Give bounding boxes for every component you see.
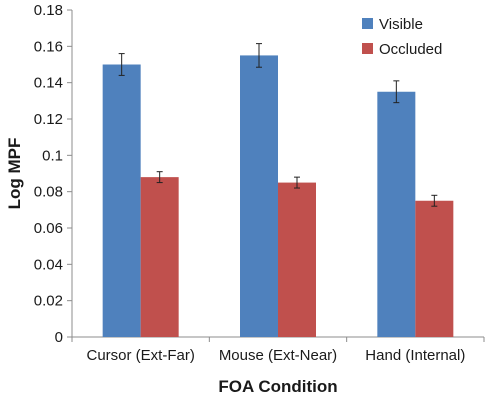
- error-bar: [393, 80, 400, 104]
- error-bar: [256, 43, 262, 68]
- x-category-label: Hand (Internal): [365, 347, 465, 364]
- bar-visible-1: [240, 55, 278, 338]
- y-tick-label: 0.18: [34, 2, 63, 19]
- legend-item: Visible: [362, 16, 423, 33]
- y-tick-label: 0.02: [34, 293, 63, 310]
- bar-series: [102, 43, 454, 338]
- legend-label: Occluded: [379, 41, 442, 58]
- x-axis-title: FOA Condition: [218, 377, 337, 396]
- bar-occluded-0: [140, 177, 179, 337]
- bar-visible-0: [102, 64, 141, 337]
- bar-visible-2: [377, 91, 416, 337]
- bar-occluded-2: [415, 200, 454, 337]
- y-tick-label: 0.12: [34, 111, 63, 128]
- error-bar: [156, 171, 163, 184]
- y-tick-label: 0.1: [42, 147, 63, 164]
- x-category-label: Mouse (Ext-Near): [219, 347, 337, 364]
- legend-item: Occluded: [362, 41, 442, 58]
- legend-swatch: [362, 18, 373, 29]
- x-category-label: Cursor (Ext-Far): [86, 347, 194, 364]
- error-bar: [431, 194, 438, 207]
- y-tick-label: 0.04: [34, 256, 63, 273]
- y-tick-label: 0.16: [34, 38, 63, 55]
- y-tick-label: 0.14: [34, 75, 63, 92]
- x-axis-ticks: [71, 337, 485, 342]
- y-axis-title: Log MPF: [5, 138, 24, 210]
- legend-swatch: [362, 43, 373, 54]
- y-tick-label: 0.06: [34, 220, 63, 237]
- legend: Visible Occluded: [362, 16, 442, 58]
- legend-label: Visible: [379, 16, 423, 33]
- x-axis-category-labels: Cursor (Ext-Far) Mouse (Ext-Near) Hand (In…: [86, 347, 465, 364]
- error-bar: [294, 176, 300, 189]
- y-tick-label: 0: [55, 329, 63, 346]
- y-axis-ticks: 0 0.02 0.04 0.06 0.08 0.1 0.12 0.14 0.16 0.18: [34, 2, 72, 346]
- error-bar: [118, 53, 125, 76]
- y-tick-label: 0.08: [34, 184, 63, 201]
- bar-occluded-1: [278, 182, 316, 337]
